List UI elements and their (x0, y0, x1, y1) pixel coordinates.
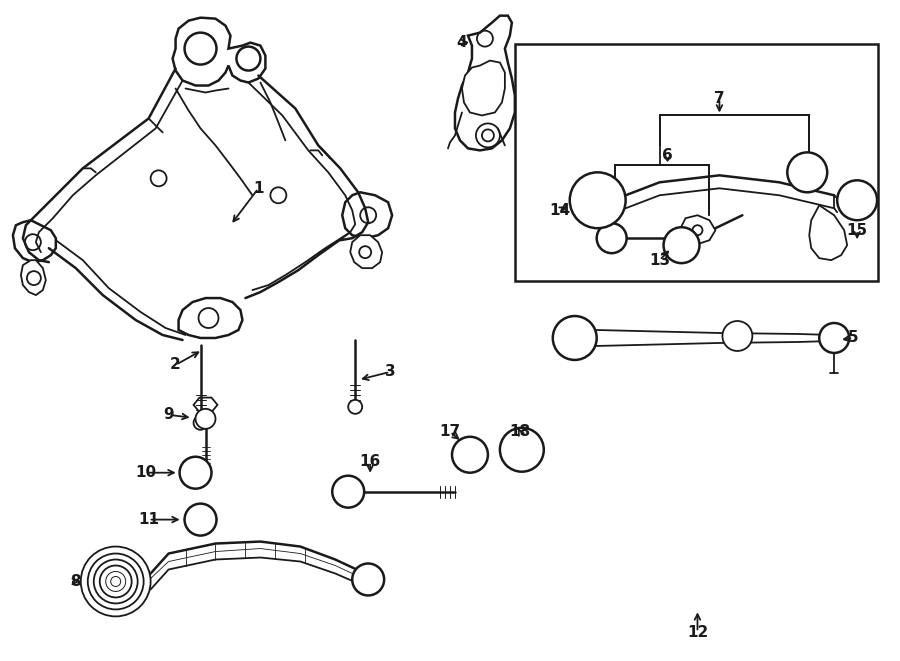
Circle shape (553, 316, 597, 360)
Polygon shape (173, 18, 266, 85)
Circle shape (184, 32, 217, 65)
Circle shape (663, 227, 699, 263)
Text: 12: 12 (687, 625, 708, 640)
Circle shape (348, 400, 362, 414)
Text: 4: 4 (456, 35, 467, 50)
Polygon shape (21, 260, 46, 295)
Polygon shape (680, 215, 716, 244)
Circle shape (723, 321, 752, 351)
Circle shape (195, 409, 215, 429)
Text: 18: 18 (509, 424, 530, 440)
Text: 5: 5 (848, 330, 859, 346)
Circle shape (452, 437, 488, 473)
Circle shape (352, 564, 384, 596)
Circle shape (788, 153, 827, 192)
Polygon shape (350, 235, 382, 268)
Circle shape (570, 173, 626, 228)
Text: 16: 16 (359, 454, 381, 469)
Circle shape (332, 476, 365, 508)
Polygon shape (809, 206, 847, 260)
Circle shape (180, 457, 211, 488)
Polygon shape (455, 16, 515, 151)
Text: 11: 11 (138, 512, 159, 527)
Text: 2: 2 (170, 358, 181, 372)
Circle shape (184, 504, 217, 535)
Text: 3: 3 (385, 364, 395, 379)
Polygon shape (462, 61, 505, 116)
Circle shape (837, 180, 877, 220)
Polygon shape (342, 192, 392, 238)
Circle shape (500, 428, 544, 472)
Text: 1: 1 (253, 181, 264, 196)
Polygon shape (13, 220, 56, 262)
Text: 13: 13 (649, 253, 670, 268)
Polygon shape (178, 298, 242, 338)
Circle shape (819, 323, 850, 353)
Bar (515, 44, 878, 281)
Circle shape (237, 46, 260, 71)
Circle shape (597, 223, 626, 253)
Text: 8: 8 (70, 574, 81, 589)
Text: 15: 15 (847, 223, 868, 238)
Text: 10: 10 (135, 465, 157, 480)
Circle shape (194, 416, 208, 430)
Text: 17: 17 (439, 424, 461, 440)
Polygon shape (194, 397, 218, 412)
Text: 9: 9 (163, 407, 174, 422)
Text: 14: 14 (549, 203, 571, 217)
Text: 7: 7 (714, 91, 724, 106)
Text: 6: 6 (662, 148, 673, 163)
